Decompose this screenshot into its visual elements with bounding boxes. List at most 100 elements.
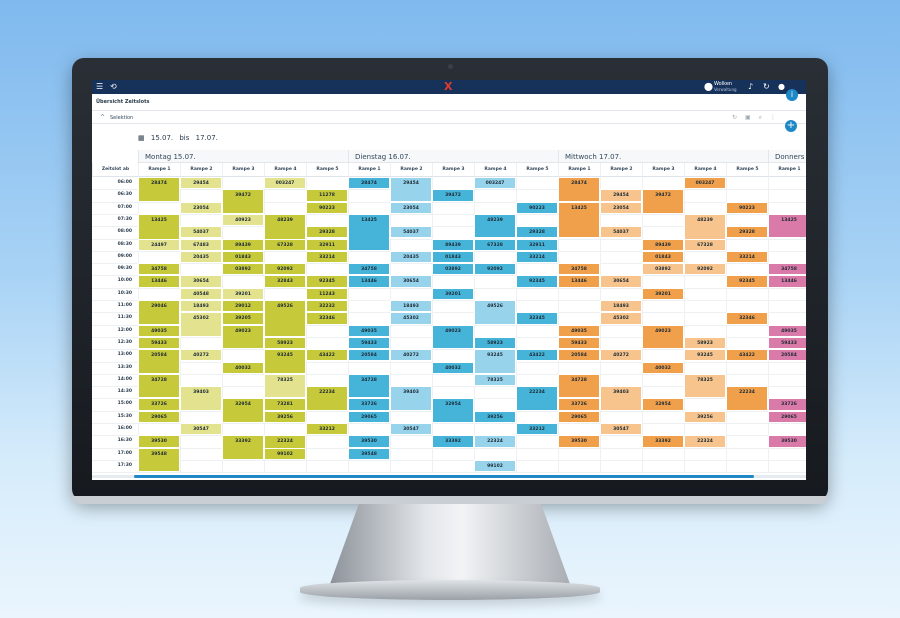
timeslot-block[interactable]: 33392	[222, 435, 264, 460]
timeslot-block[interactable]: 93245	[474, 349, 516, 374]
info-icon[interactable]: i	[786, 89, 798, 101]
timeslot-block[interactable]: 33214	[516, 250, 558, 264]
timeslot-block[interactable]: 28474	[348, 177, 390, 190]
timeslot-block[interactable]: 99102	[264, 447, 306, 460]
timeslot-block[interactable]: 29046	[138, 300, 180, 325]
timeslot-block[interactable]: 24497	[138, 238, 180, 251]
timeslot-block[interactable]: 93245	[264, 349, 306, 374]
timeslot-block[interactable]: 11278	[306, 189, 348, 202]
timeslot-block[interactable]: 33726	[558, 398, 600, 411]
timeslot-block[interactable]: 29328	[516, 226, 558, 239]
timeslot-block[interactable]: 22234	[306, 386, 348, 411]
timeslot-block[interactable]: 22234	[516, 386, 558, 411]
timeslot-block[interactable]: 43422	[516, 349, 558, 362]
timeslot-block[interactable]: 40032	[222, 361, 264, 374]
timeslot-block[interactable]: 13446	[348, 275, 390, 288]
timeslot-block[interactable]: 29454	[390, 177, 432, 202]
timeslot-block[interactable]: 29065	[558, 410, 600, 423]
timeslot-block[interactable]: 59433	[558, 336, 600, 350]
timeslot-block[interactable]: 89439	[222, 238, 264, 251]
timeslot-block[interactable]: 90223	[726, 201, 768, 214]
timeslot-block[interactable]: 90223	[516, 201, 558, 214]
history-icon[interactable]: ⟲	[110, 82, 117, 91]
timeslot-block[interactable]: 49526	[264, 300, 306, 337]
timeslot-block[interactable]: 58923	[264, 336, 306, 350]
timeslot-block[interactable]: 33726	[138, 398, 180, 411]
timeslot-block[interactable]: 34728	[138, 373, 180, 399]
timeslot-block[interactable]: 11243	[306, 287, 348, 300]
timeslot-block[interactable]: 29328	[726, 226, 768, 239]
timeslot-block[interactable]: 43422	[726, 349, 768, 362]
timeslot-block[interactable]: 40272	[600, 349, 642, 362]
timeslot-block[interactable]: 39548	[348, 447, 390, 460]
timeslot-block[interactable]: 39403	[180, 386, 222, 411]
timeslot-block[interactable]: 30654	[390, 275, 432, 288]
timeslot-block[interactable]: 34758	[138, 263, 180, 276]
timeslot-block[interactable]: 34758	[348, 263, 390, 276]
chevron-up-icon[interactable]: ^	[100, 114, 106, 121]
timeslot-block[interactable]: 49023	[222, 324, 264, 350]
timeslot-block[interactable]: 78325	[264, 373, 306, 399]
timeslot-block[interactable]: 003247	[684, 177, 726, 190]
timeslot-block[interactable]: 67328	[474, 238, 516, 251]
timeslot-block[interactable]: 29065	[768, 410, 806, 423]
timeslot-block[interactable]: 49035	[558, 324, 600, 337]
timeslot-block[interactable]: 13425	[558, 201, 600, 239]
timeslot-block[interactable]: 99102	[474, 459, 516, 473]
timeslot-block[interactable]: 49035	[768, 324, 806, 337]
timeslot-block[interactable]: 92345	[726, 275, 768, 288]
timeslot-block[interactable]: 22324	[684, 435, 726, 448]
timeslot-block[interactable]: 39472	[642, 189, 684, 214]
timeslot-block[interactable]: 33726	[768, 398, 806, 411]
timeslot-block[interactable]: 29328	[306, 226, 348, 239]
timeslot-block[interactable]: 01843	[222, 250, 264, 264]
user-icon[interactable]: ●	[778, 82, 785, 91]
timeslot-block[interactable]: 39403	[600, 386, 642, 411]
timeslot-block[interactable]: 54037	[600, 226, 642, 239]
timeslot-block[interactable]: 18493	[600, 300, 642, 313]
timeslot-block[interactable]: 92092	[684, 263, 726, 276]
timeslot-block[interactable]: 39205	[222, 312, 264, 325]
timeslot-block[interactable]: 03892	[222, 263, 264, 276]
timeslot-block[interactable]: 22324	[474, 435, 516, 448]
timeslot-block[interactable]: 23054	[600, 201, 642, 214]
timeslot-block[interactable]: 28474	[138, 177, 180, 202]
timeslot-block[interactable]: 89439	[432, 238, 474, 251]
timeslot-block[interactable]: 58923	[474, 336, 516, 350]
timeslot-block[interactable]: 29454	[180, 177, 222, 190]
timeslot-block[interactable]: 29454	[600, 189, 642, 202]
timeslot-block[interactable]: 003247	[474, 177, 516, 190]
bell-icon[interactable]: ♪	[748, 82, 754, 91]
timeslot-block[interactable]: 20584	[348, 349, 390, 362]
timeslot-block[interactable]: 30654	[600, 275, 642, 288]
timeslot-block[interactable]: 39256	[474, 410, 516, 423]
timeslot-block[interactable]: 32911	[306, 238, 348, 251]
timeslot-block[interactable]: 30547	[600, 423, 642, 436]
timeslot-block[interactable]: 54037	[390, 226, 432, 239]
timeslot-block[interactable]: 32911	[516, 238, 558, 251]
timeslot-block[interactable]: 40923	[222, 213, 264, 227]
menu-icon[interactable]: ☰	[96, 82, 104, 91]
location-selector[interactable]: Wolken Verwaltung	[714, 81, 737, 93]
timeslot-block[interactable]: 20584	[558, 349, 600, 362]
scrollbar-thumb[interactable]	[134, 475, 754, 478]
timeslot-block[interactable]: 40272	[390, 349, 432, 362]
timeslot-block[interactable]: 43422	[306, 349, 348, 362]
timeslot-block[interactable]: 73281	[264, 398, 306, 411]
timeslot-block[interactable]: 34758	[768, 263, 806, 276]
timeslot-block[interactable]: 33392	[642, 435, 684, 448]
timeslot-block[interactable]: 45302	[600, 312, 642, 325]
timeslot-block[interactable]: 32346	[726, 312, 768, 325]
timeslot-block[interactable]: 32346	[306, 312, 348, 325]
timeslot-block[interactable]: 45302	[390, 312, 432, 325]
timeslot-block[interactable]: 90223	[306, 201, 348, 214]
timeslot-block[interactable]: 40548	[180, 287, 222, 300]
timeslot-block[interactable]: 49035	[138, 324, 180, 337]
timeslot-block[interactable]: 92092	[474, 263, 516, 276]
timeslot-block[interactable]: 32954	[432, 398, 474, 423]
timeslot-block[interactable]: 32232	[306, 300, 348, 313]
timeslot-block[interactable]: 30547	[390, 423, 432, 436]
timeslot-block[interactable]: 39530	[138, 435, 180, 448]
add-button[interactable]: +	[785, 120, 797, 132]
timeslot-block[interactable]: 20584	[768, 349, 806, 362]
